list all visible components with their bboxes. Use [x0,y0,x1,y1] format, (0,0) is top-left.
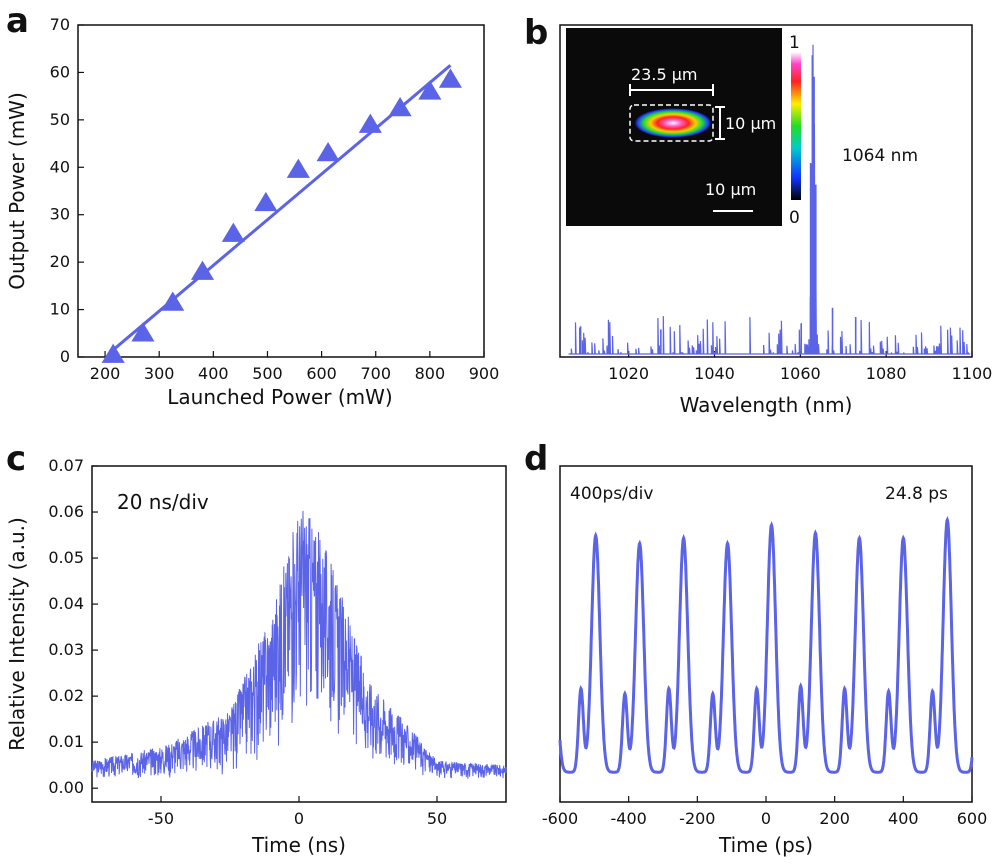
data-point-triangle [286,158,310,178]
panel-label-b: b [524,13,548,53]
chart-a-x-tick-label: 900 [469,364,500,383]
chart-a-ylabel: Output Power (mW) [5,92,29,290]
data-point-triangle [131,322,155,342]
chart-d-x-tick-label: 200 [819,809,850,828]
chart-b-x-tick-label: 1040 [694,364,735,383]
chart-a-x-ticks: 200 300 400 500 600 700 800 900 [90,351,499,383]
chart-d-x-tick-label: 400 [888,809,919,828]
chart-b-x-tick-label: 1080 [866,364,907,383]
chart-d-x-ticks: -600 -400 -200 0 200 400 600 [542,796,987,828]
panel-label-d: d [524,439,548,479]
chart-c-y-tick-label: 0.03 [48,640,84,659]
data-point-triangle [221,222,245,242]
chart-d-x-tick-label: -600 [542,809,578,828]
inset-colorbar-max: 1 [789,33,800,53]
chart-a-x-tick-label: 700 [360,364,391,383]
chart-b-x-tick-label: 1020 [608,364,649,383]
chart-c-marks [91,510,507,779]
chart-a-x-tick-label: 800 [415,364,446,383]
inset-mode-spot [634,108,712,138]
chart-a-y-tick-label: 50 [50,110,70,129]
data-point-triangle [358,113,382,133]
pulse-envelope-trace [91,510,507,779]
data-point-triangle [161,291,185,311]
chart-c-y-tick-label: 0.04 [48,594,84,613]
data-point-triangle [254,191,278,212]
chart-a-x-tick-label: 600 [306,364,337,383]
chart-c-y-tick-label: 0.01 [48,732,84,751]
chart-a-y-ticks: 0 10 20 30 40 50 60 70 [50,15,84,366]
chart-a-y-tick-label: 30 [50,205,70,224]
chart-b-x-tick-label: 1060 [780,364,821,383]
chart-a-x-tick-label: 500 [252,364,283,383]
chart-d-x-tick-label: 0 [761,809,771,828]
chart-d-x-tick-label: -200 [679,809,715,828]
chart-b: 1020 1040 1060 1080 1100 1064 nm Wavelength … [559,24,992,417]
chart-c-xlabel: Time (ns) [251,833,346,857]
chart-c-ylabel: Relative Intensity (a.u.) [5,517,29,751]
chart-c-y-tick-label: 0.00 [48,778,84,797]
chart-a-x-tick-label: 200 [90,364,121,383]
chart-d-x-tick-label: 600 [957,809,988,828]
pulse-train-trace [558,515,974,774]
chart-c: 0.000.010.020.030.040.050.060.07 -50 0 50 … [5,456,507,857]
chart-b-peak-label: 1064 nm [842,146,918,166]
inset-colorbar [791,52,801,200]
inset-scalebar-label: 10 μm [705,180,756,199]
panel-label-a: a [6,1,29,41]
inset-width-label: 23.5 μm [631,65,697,84]
chart-a: 0 10 20 30 40 50 60 70 200 300 400 500 600 700 800 900… [5,15,499,409]
chart-a-y-tick-label: 70 [50,15,70,34]
chart-d-marks [558,515,974,774]
chart-a-marks [101,64,462,363]
chart-a-y-tick-label: 0 [60,347,70,366]
chart-c-x-tick-label: -50 [148,809,174,828]
chart-c-y-tick-label: 0.07 [48,456,84,475]
chart-b-marks [568,44,971,355]
mode-profile-inset: 23.5 μm 10 μm 10 μm 1 0 [566,28,801,228]
chart-b-frame [559,24,973,358]
chart-c-y-ticks: 0.00 0.01 0.02 0.03 0.04 0.05 0.06 0.07 [48,456,98,797]
chart-a-xlabel: Launched Power (mW) [167,385,392,409]
data-point-triangle [316,142,340,162]
chart-d: -600 -400 -200 0 200 400 600 400ps/div 24.8 ps… [542,465,987,857]
chart-c-x-ticks: -50 0 50 [148,796,447,828]
data-point-triangle [101,343,125,363]
data-point-triangle [438,68,462,88]
chart-d-pulse-width-label: 24.8 ps [885,484,948,504]
inset-height-label: 10 μm [725,114,776,133]
data-point-triangle [388,97,412,117]
spectrum-trace [568,44,971,355]
chart-a-y-tick-label: 20 [50,252,70,271]
chart-d-x-tick-label: -400 [611,809,647,828]
chart-b-xlabel: Wavelength (nm) [680,393,853,417]
chart-c-y-tick-label: 0.02 [48,686,84,705]
inset-mode-box [629,104,714,142]
chart-c-x-tick-label: 0 [294,809,304,828]
chart-c-x-tick-label: 50 [427,809,447,828]
chart-b-x-ticks: 1020 1040 1060 1080 1100 [608,351,992,383]
chart-d-timebase-label: 400ps/div [570,484,653,504]
chart-a-y-tick-label: 40 [50,157,70,176]
chart-a-x-tick-label: 300 [144,364,175,383]
chart-b-x-tick-label: 1100 [952,364,993,383]
data-point-triangle [190,260,215,280]
chart-a-x-tick-label: 400 [198,364,229,383]
chart-c-timebase-label: 20 ns/div [117,490,209,514]
chart-c-y-tick-label: 0.06 [48,502,84,521]
data-point-triangle [418,80,442,100]
chart-a-y-tick-label: 10 [50,300,70,319]
chart-d-xlabel: Time (ps) [718,833,813,857]
chart-a-frame [77,24,485,358]
inset-colorbar-min: 0 [789,208,800,228]
chart-a-y-tick-label: 60 [50,62,70,81]
chart-c-y-tick-label: 0.05 [48,548,84,567]
panel-label-c: c [6,439,26,479]
